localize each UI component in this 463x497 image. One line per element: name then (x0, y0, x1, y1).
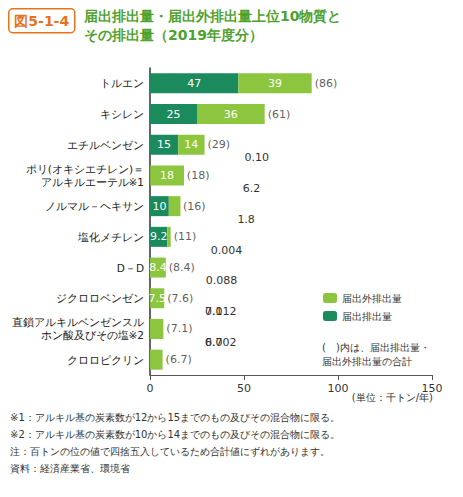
svg-text:0.10: 0.10 (245, 151, 270, 164)
svg-text:(単位：千トン/年): (単位：千トン/年) (351, 391, 433, 403)
svg-text:D－D: D－D (117, 262, 144, 274)
svg-text:ジクロロベンゼン: ジクロロベンゼン (56, 292, 144, 304)
svg-text:(7.1): (7.1) (166, 322, 192, 335)
svg-text:(8.4): (8.4) (169, 261, 195, 274)
svg-text:その排出量（2019年度分）: その排出量（2019年度分） (84, 27, 263, 43)
svg-text:47: 47 (187, 77, 201, 90)
svg-text:6.7: 6.7 (205, 336, 223, 349)
svg-text:0.012: 0.012 (205, 305, 237, 318)
svg-text:7.5: 7.5 (148, 292, 166, 305)
svg-text:※1：アルキル基の炭素数が12から15までのもの及びその混合: ※1：アルキル基の炭素数が12から15までのもの及びその混合物に限る。 (10, 412, 340, 423)
svg-text:届出外排出量: 届出外排出量 (342, 293, 402, 304)
svg-text:資料：経済産業省、環境省: 資料：経済産業省、環境省 (10, 463, 130, 474)
svg-text:ポリ(オキシエチレン)＝: ポリ(オキシエチレン)＝ (26, 163, 144, 175)
svg-text:ノルマル－ヘキサン: ノルマル－ヘキサン (45, 200, 144, 212)
svg-text:7.1: 7.1 (205, 305, 223, 318)
svg-text:キシレン: キシレン (100, 108, 144, 120)
svg-text:図5-1-4: 図5-1-4 (14, 13, 69, 29)
svg-text:18: 18 (160, 169, 174, 182)
svg-text:ホン酸及びその塩※2: ホン酸及びその塩※2 (41, 329, 144, 341)
svg-text:8.4: 8.4 (149, 261, 167, 274)
svg-text:エチルベンゼン: エチルベンゼン (67, 139, 144, 151)
svg-text:150: 150 (422, 382, 443, 395)
svg-text:届出排出量: 届出排出量 (342, 311, 392, 322)
svg-text:(61): (61) (268, 108, 291, 121)
svg-text:(11): (11) (174, 230, 197, 243)
svg-text:0.088: 0.088 (206, 274, 238, 287)
svg-text:( )内は、届出排出量・: ( )内は、届出排出量・ (322, 342, 430, 353)
svg-text:(6.7): (6.7) (166, 353, 192, 366)
svg-text:注：百トンの位の値で四捨五入しているため合計値にずれがありま: 注：百トンの位の値で四捨五入しているため合計値にずれがあります。 (10, 446, 330, 458)
svg-text:36: 36 (224, 108, 238, 121)
svg-text:0: 0 (147, 382, 154, 395)
svg-text:0.004: 0.004 (211, 244, 243, 257)
svg-text:25: 25 (167, 108, 181, 121)
svg-text:15: 15 (157, 138, 171, 151)
svg-text:100: 100 (328, 382, 349, 395)
svg-text:1.8: 1.8 (237, 213, 255, 226)
svg-text:アルキルエーテル※1: アルキルエーテル※1 (41, 176, 144, 188)
svg-text:届出外排出量の合計: 届出外排出量の合計 (322, 356, 412, 367)
svg-text:トルエン: トルエン (100, 77, 144, 89)
svg-text:9.2: 9.2 (150, 230, 168, 243)
svg-text:39: 39 (268, 77, 282, 90)
svg-text:※2：アルキル基の炭素数が10から14までのもの及びその混合: ※2：アルキル基の炭素数が10から14までのもの及びその混合物に限る。 (10, 429, 340, 440)
svg-text:届出排出量・届出外排出量上位10物質と: 届出排出量・届出外排出量上位10物質と (83, 8, 341, 24)
svg-text:クロロピクリン: クロロピクリン (67, 354, 144, 366)
svg-text:(86): (86) (315, 77, 338, 90)
svg-text:0.002: 0.002 (205, 336, 237, 349)
svg-text:(18): (18) (187, 169, 210, 182)
svg-text:(29): (29) (208, 138, 231, 151)
svg-text:14: 14 (184, 138, 198, 151)
svg-text:6.2: 6.2 (243, 182, 261, 195)
svg-text:直鎖アルキルベンゼンスル: 直鎖アルキルベンゼンスル (12, 316, 144, 328)
svg-text:50: 50 (237, 382, 251, 395)
svg-text:10: 10 (152, 200, 166, 213)
svg-text:(16): (16) (183, 200, 206, 213)
svg-text:塩化メチレン: 塩化メチレン (77, 231, 144, 243)
svg-text:(7.6): (7.6) (167, 292, 193, 305)
